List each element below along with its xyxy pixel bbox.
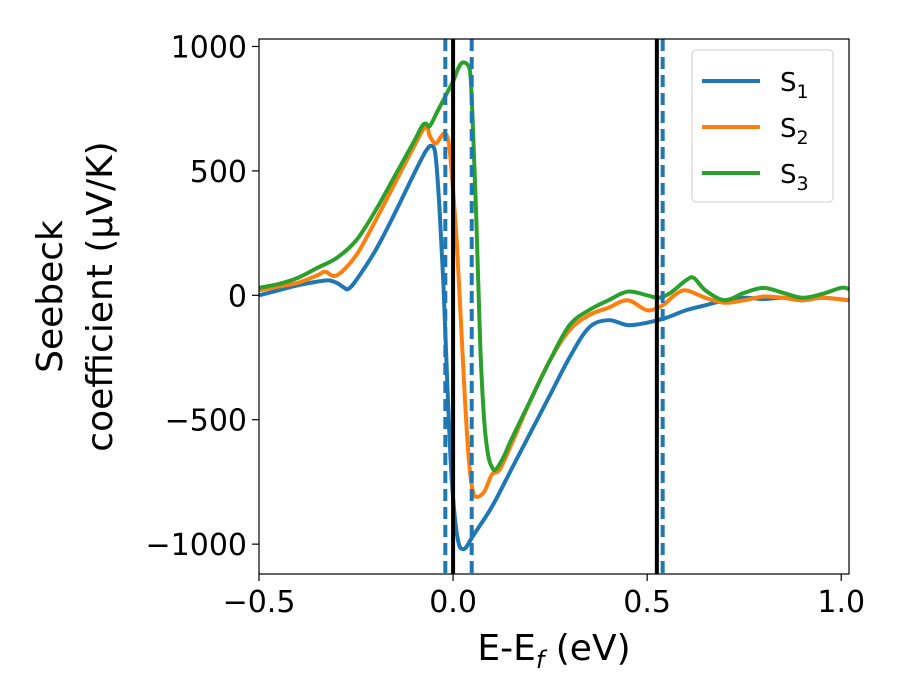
plot-frame bbox=[258, 38, 850, 575]
legend-label-main: S bbox=[780, 160, 797, 190]
series-line-s1 bbox=[259, 143, 849, 552]
series-line-s2 bbox=[259, 123, 849, 499]
x-tick-label: 0.5 bbox=[623, 585, 671, 620]
series-line-s3 bbox=[259, 60, 849, 473]
axis-ticks: −0.5 0.0 0.5 1.0 −1000 −500 0 500 1000 bbox=[146, 30, 866, 620]
x-tick-label: −0.5 bbox=[223, 585, 296, 620]
x-axis-label-unit: (eV) bbox=[544, 628, 630, 669]
x-axis-label: E-Ef (eV) bbox=[477, 628, 630, 674]
y-axis-label: Seebeck coefficient (μV/K) bbox=[30, 141, 121, 451]
x-tick-label: 0.0 bbox=[429, 585, 477, 620]
legend-label-s1: S1 bbox=[780, 68, 809, 103]
y-axis-label-line2: coefficient (μV/K) bbox=[80, 141, 121, 451]
y-tick-label: −500 bbox=[165, 404, 247, 439]
legend-label-sub: 1 bbox=[797, 81, 809, 103]
legend-label-sub: 2 bbox=[797, 127, 809, 149]
legend-label-main: S bbox=[780, 68, 797, 98]
legend-label-s3: S3 bbox=[780, 160, 809, 195]
x-axis-label-main: E-E bbox=[477, 628, 535, 669]
legend-box bbox=[691, 49, 834, 203]
y-tick-label: 0 bbox=[228, 279, 247, 314]
legend-label-main: S bbox=[780, 114, 797, 144]
legend-label-sub: 3 bbox=[797, 173, 809, 195]
x-tick-label: 1.0 bbox=[817, 585, 865, 620]
y-tick-label: 1000 bbox=[171, 30, 247, 65]
y-tick-label: 500 bbox=[190, 155, 247, 190]
reference-lines-layer bbox=[443, 39, 665, 574]
legend-label-s2: S2 bbox=[780, 114, 809, 149]
y-axis-label-line1: Seebeck bbox=[30, 220, 71, 373]
y-tick-label: −1000 bbox=[146, 528, 247, 563]
series-layer bbox=[259, 60, 849, 552]
